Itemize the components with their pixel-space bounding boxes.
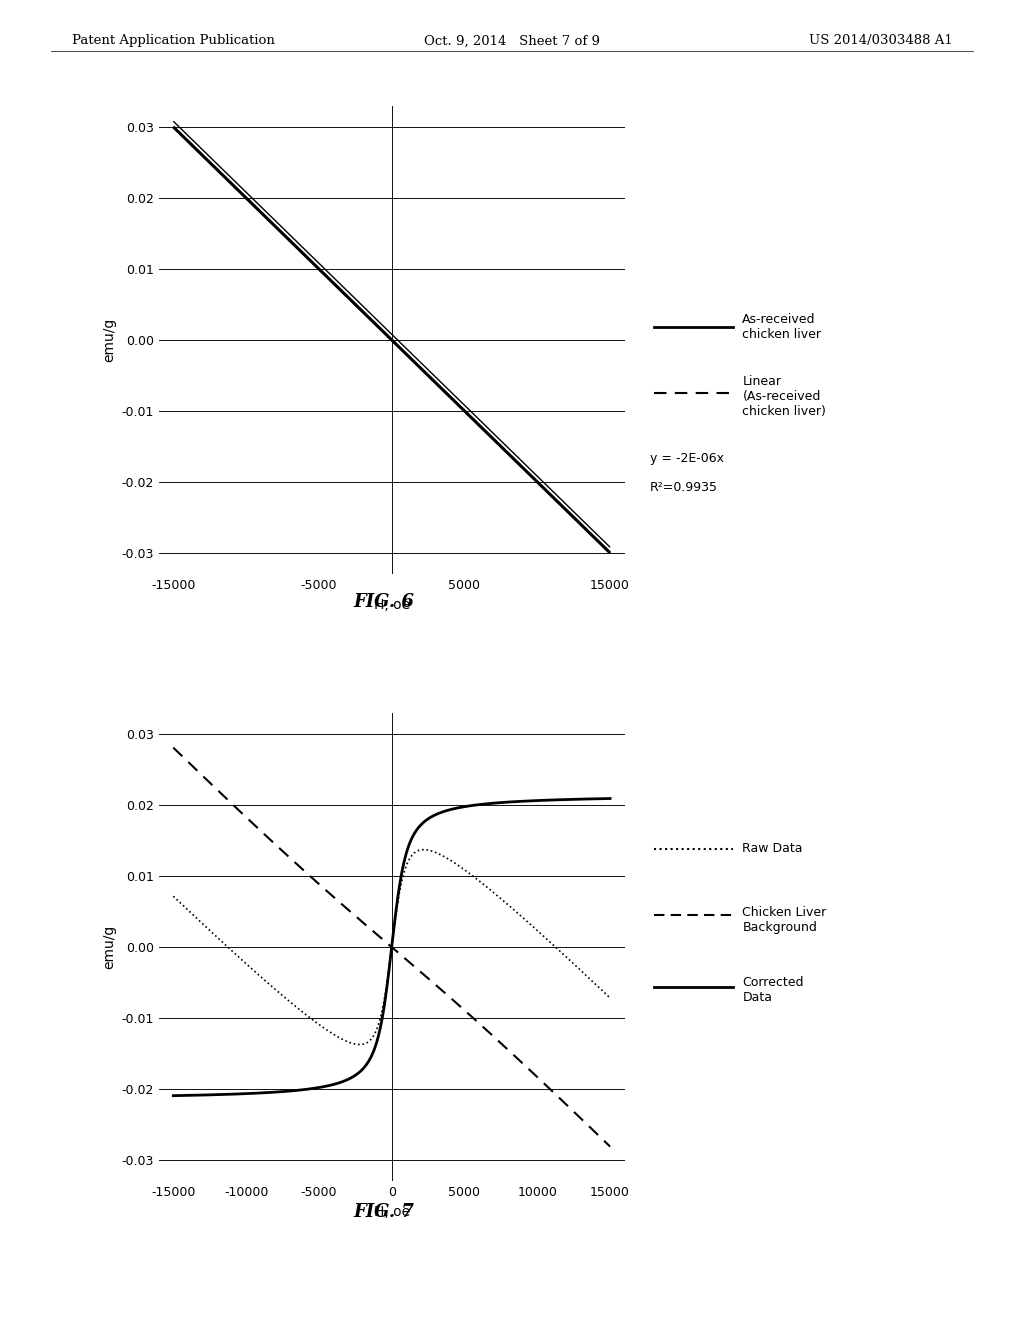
Text: As-received
chicken liver: As-received chicken liver [742, 313, 821, 342]
Text: US 2014/0303488 A1: US 2014/0303488 A1 [809, 34, 952, 48]
Text: Corrected
Data: Corrected Data [742, 975, 804, 1005]
Text: R²=0.9935: R²=0.9935 [650, 480, 718, 494]
X-axis label: H, oe: H, oe [374, 1205, 410, 1218]
Text: y = -2E-06x: y = -2E-06x [650, 451, 724, 465]
Text: Oct. 9, 2014   Sheet 7 of 9: Oct. 9, 2014 Sheet 7 of 9 [424, 34, 600, 48]
Y-axis label: emu/g: emu/g [102, 318, 116, 362]
Text: Patent Application Publication: Patent Application Publication [72, 34, 274, 48]
X-axis label: H, oe: H, oe [374, 598, 410, 611]
Text: FIG. 7: FIG. 7 [353, 1203, 415, 1221]
Y-axis label: emu/g: emu/g [102, 925, 116, 969]
Text: Chicken Liver
Background: Chicken Liver Background [742, 906, 826, 935]
Text: Linear
(As-received
chicken liver): Linear (As-received chicken liver) [742, 375, 826, 417]
Text: FIG. 6: FIG. 6 [353, 593, 415, 611]
Text: Raw Data: Raw Data [742, 842, 803, 855]
